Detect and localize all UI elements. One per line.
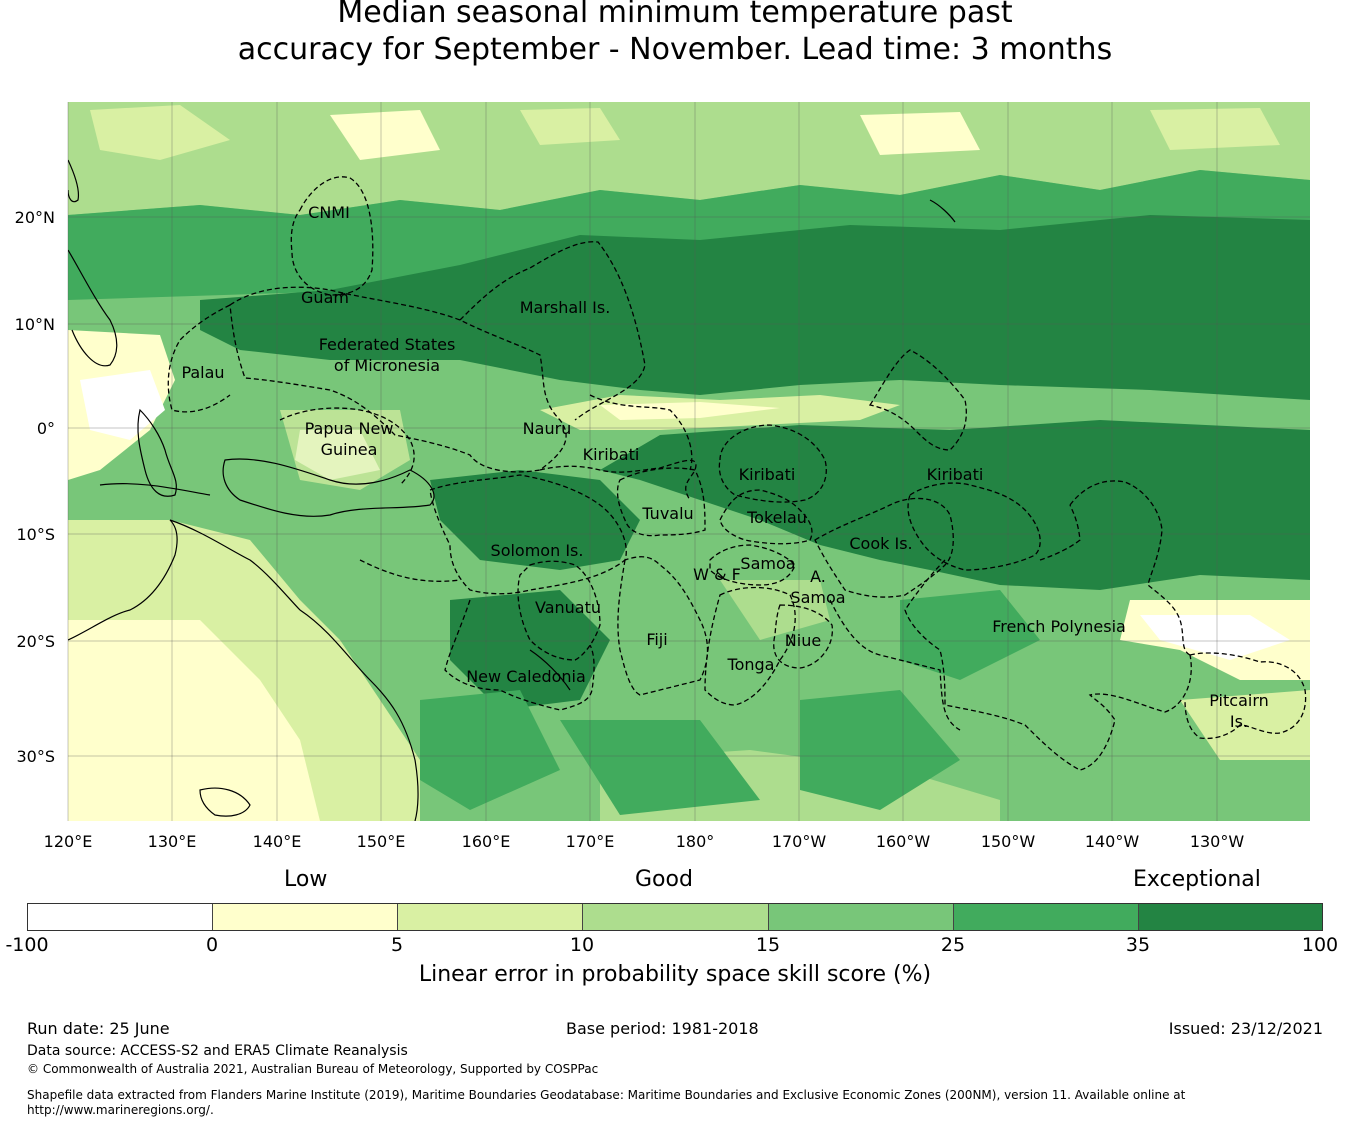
label-marshall-is: Marshall Is. xyxy=(520,298,611,317)
label-american-samoa-line-1: A. xyxy=(810,567,826,586)
label-samoa: Samoa xyxy=(740,554,795,573)
copyright: © Commonwealth of Australia 2021, Austra… xyxy=(27,1062,599,1076)
label-new-caledonia: New Caledonia xyxy=(466,667,586,686)
label-kiribati-phoenix: Kiribati xyxy=(739,465,796,484)
label-fsm-line-1: Federated States xyxy=(319,335,456,354)
colorbar-tick: -100 xyxy=(5,934,49,956)
colorbar-segment xyxy=(28,904,213,930)
colorbar-category-low: Low xyxy=(284,867,328,892)
colorbar-segment xyxy=(398,904,583,930)
lat-tick-0: 0° xyxy=(37,419,55,438)
shapefile-credit-line-1: Shapefile data extracted from Flanders M… xyxy=(27,1088,1186,1102)
colorbar xyxy=(27,903,1323,931)
colorbar-segment xyxy=(1139,904,1322,930)
title-line-1: Median seasonal minimum temperature past xyxy=(337,0,1013,30)
colorbar-tick: 25 xyxy=(940,934,966,956)
lon-tick-130w: 130°W xyxy=(1190,832,1245,851)
eez-boundaries xyxy=(167,176,1307,771)
colorbar-category-good: Good xyxy=(635,867,693,892)
label-french-polynesia: French Polynesia xyxy=(992,617,1126,636)
label-tonga: Tonga xyxy=(727,655,775,674)
label-fsm-line-2: of Micronesia xyxy=(334,356,440,375)
label-niue: Niue xyxy=(785,631,821,650)
label-cnmi: CNMI xyxy=(308,203,350,222)
label-png-line-2: Guinea xyxy=(321,440,378,459)
shapefile-credit-line-2: http://www.marineregions.org/. xyxy=(27,1103,214,1117)
colorbar-segment xyxy=(954,904,1139,930)
colorbar-label: Linear error in probability space skill … xyxy=(418,962,932,987)
colorbar-tick: 0 xyxy=(205,934,219,956)
run-date: Run date: 25 June xyxy=(27,1019,170,1038)
lat-tick-10n: 10°N xyxy=(15,315,55,334)
lon-tick-140e: 140°E xyxy=(253,832,302,851)
label-pitcairn-line-2: Is. xyxy=(1230,712,1248,731)
label-png-line-1: Papua New xyxy=(305,419,394,438)
title-line-2: accuracy for September - November. Lead … xyxy=(237,32,1113,67)
lon-tick-140w: 140°W xyxy=(1085,832,1140,851)
lon-tick-180: 180° xyxy=(676,832,715,851)
label-palau: Palau xyxy=(181,363,224,382)
lat-tick-30s: 30°S xyxy=(16,747,55,766)
colorbar-tick: 10 xyxy=(569,934,595,956)
label-kiribati-line: Kiribati xyxy=(927,465,984,484)
label-american-samoa-line-2: Samoa xyxy=(790,588,845,607)
colorbar-segment xyxy=(213,904,398,930)
colorbar-tick: 5 xyxy=(390,934,404,956)
colorbar-segment xyxy=(583,904,769,930)
label-cook-is: Cook Is. xyxy=(849,534,912,553)
label-pitcairn-line-1: Pitcairn xyxy=(1209,691,1269,710)
lon-tick-130e: 130°E xyxy=(148,832,197,851)
map-title: Median seasonal minimum temperature past… xyxy=(0,0,1350,68)
lon-tick-160w: 160°W xyxy=(876,832,931,851)
label-guam: Guam xyxy=(301,288,349,307)
lat-tick-10s: 10°S xyxy=(16,525,55,544)
lon-tick-150w: 150°W xyxy=(981,832,1036,851)
issued-date: Issued: 23/12/2021 xyxy=(1168,1019,1323,1038)
label-fiji: Fiji xyxy=(646,630,667,649)
skill-score-field xyxy=(68,102,1310,821)
coastlines xyxy=(68,159,956,821)
lon-tick-170e: 170°E xyxy=(566,832,615,851)
colorbar-tick: 35 xyxy=(1125,934,1151,956)
label-solomon-is: Solomon Is. xyxy=(491,541,584,560)
colorbar-segment xyxy=(769,904,954,930)
data-source: Data source: ACCESS-S2 and ERA5 Climate … xyxy=(27,1043,408,1059)
lat-tick-20n: 20°N xyxy=(15,208,55,227)
lon-tick-150e: 150°E xyxy=(357,832,406,851)
colorbar-category-exceptional: Exceptional xyxy=(1133,867,1261,892)
label-tuvalu: Tuvalu xyxy=(641,504,693,523)
lon-tick-170w: 170°W xyxy=(772,832,827,851)
colorbar-tick: 15 xyxy=(755,934,781,956)
lon-tick-120e: 120°E xyxy=(44,832,93,851)
skill-score-map: CNMI Guam Marshall Is. Federated States … xyxy=(15,102,1310,851)
base-period: Base period: 1981-2018 xyxy=(566,1019,759,1038)
lat-tick-20s: 20°S xyxy=(16,632,55,651)
label-tokelau: Tokelau xyxy=(746,508,807,527)
lon-tick-160e: 160°E xyxy=(462,832,511,851)
label-kiribati-gilbert: Kiribati xyxy=(583,445,640,464)
label-vanuatu: Vanuatu xyxy=(535,598,601,617)
label-nauru: Nauru xyxy=(523,419,572,438)
colorbar-tick: 100 xyxy=(1301,934,1339,956)
label-wallis-futuna: W & F xyxy=(693,565,741,584)
